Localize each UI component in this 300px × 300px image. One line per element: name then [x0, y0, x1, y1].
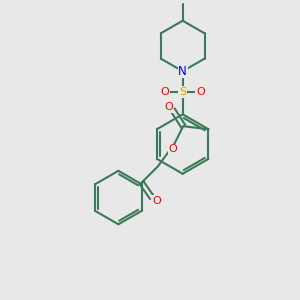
Text: O: O — [168, 144, 177, 154]
Text: O: O — [164, 102, 173, 112]
Text: S: S — [179, 87, 186, 97]
Text: O: O — [152, 196, 161, 206]
Text: O: O — [160, 87, 169, 97]
Text: O: O — [196, 87, 205, 97]
Text: N: N — [178, 65, 187, 78]
